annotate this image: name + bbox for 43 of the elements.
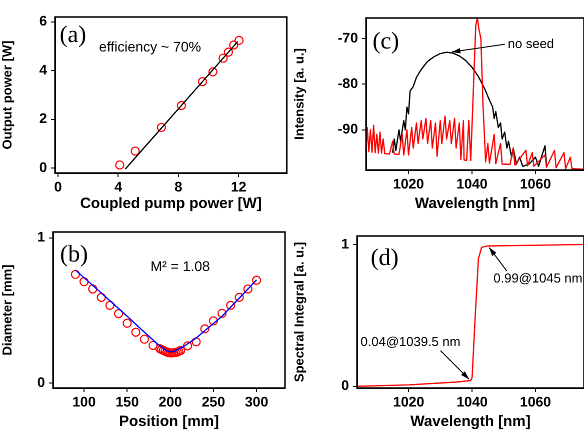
x-tick-label: 1060 bbox=[520, 393, 552, 410]
y-tick-label: 0 bbox=[39, 158, 48, 175]
y-axis-title: Spectral Integral [a. u.] bbox=[291, 242, 306, 382]
y-tick-label: 4 bbox=[39, 61, 48, 78]
x-axis-title: Position [mm] bbox=[119, 413, 219, 430]
x-axis-title: Wavelength [nm] bbox=[414, 195, 536, 212]
x-tick-label: 150 bbox=[115, 393, 140, 410]
annotation: (b) bbox=[60, 242, 88, 268]
y-tick-label: 2 bbox=[39, 110, 48, 126]
x-tick-label: 1020 bbox=[393, 393, 424, 410]
x-axis-title: Coupled pump power [W] bbox=[80, 195, 262, 212]
x-tick-label: 1040 bbox=[456, 393, 488, 410]
y-tick-label: -90 bbox=[338, 120, 358, 137]
x-tick-label: 100 bbox=[72, 393, 96, 410]
y-axis-title: Output power [W] bbox=[0, 40, 14, 150]
annotation: 0.99@1045 nm bbox=[493, 270, 582, 286]
annotation: no seed bbox=[508, 36, 554, 51]
y-tick-label: 6 bbox=[39, 12, 48, 29]
x-tick-label: 1040 bbox=[456, 175, 488, 192]
y-tick-label: 1 bbox=[37, 228, 46, 245]
x-tick-label: 12 bbox=[230, 178, 247, 194]
x-axis-title: Wavelength [nm] bbox=[410, 413, 531, 430]
annotation: M² = 1.08 bbox=[150, 258, 210, 274]
y-tick-label: 1 bbox=[341, 235, 350, 252]
x-tick-label: 8 bbox=[174, 178, 183, 194]
x-tick-label: 300 bbox=[244, 393, 268, 410]
y-axis-title: Diameter [mm] bbox=[0, 264, 14, 356]
annotation: (a) bbox=[60, 22, 86, 48]
x-tick-label: 4 bbox=[114, 178, 122, 194]
annotation: 0.04@1039.5 nm bbox=[360, 334, 460, 350]
annotation: (d) bbox=[370, 244, 399, 271]
y-tick-label: 0 bbox=[341, 377, 350, 394]
x-tick-label: 1020 bbox=[392, 175, 424, 192]
y-tick-label: -80 bbox=[338, 75, 358, 92]
annotation: efficiency ~ 70% bbox=[99, 38, 202, 54]
x-tick-label: 0 bbox=[54, 178, 62, 194]
x-tick-label: 200 bbox=[158, 393, 182, 410]
y-tick-label: 0 bbox=[37, 374, 46, 390]
y-tick-label: -70 bbox=[338, 29, 358, 46]
x-tick-label: 250 bbox=[202, 393, 226, 410]
annotation: (c) bbox=[372, 28, 400, 54]
x-tick-label: 1060 bbox=[520, 175, 552, 192]
y-axis-title: Intensity [a. u.] bbox=[291, 48, 306, 140]
